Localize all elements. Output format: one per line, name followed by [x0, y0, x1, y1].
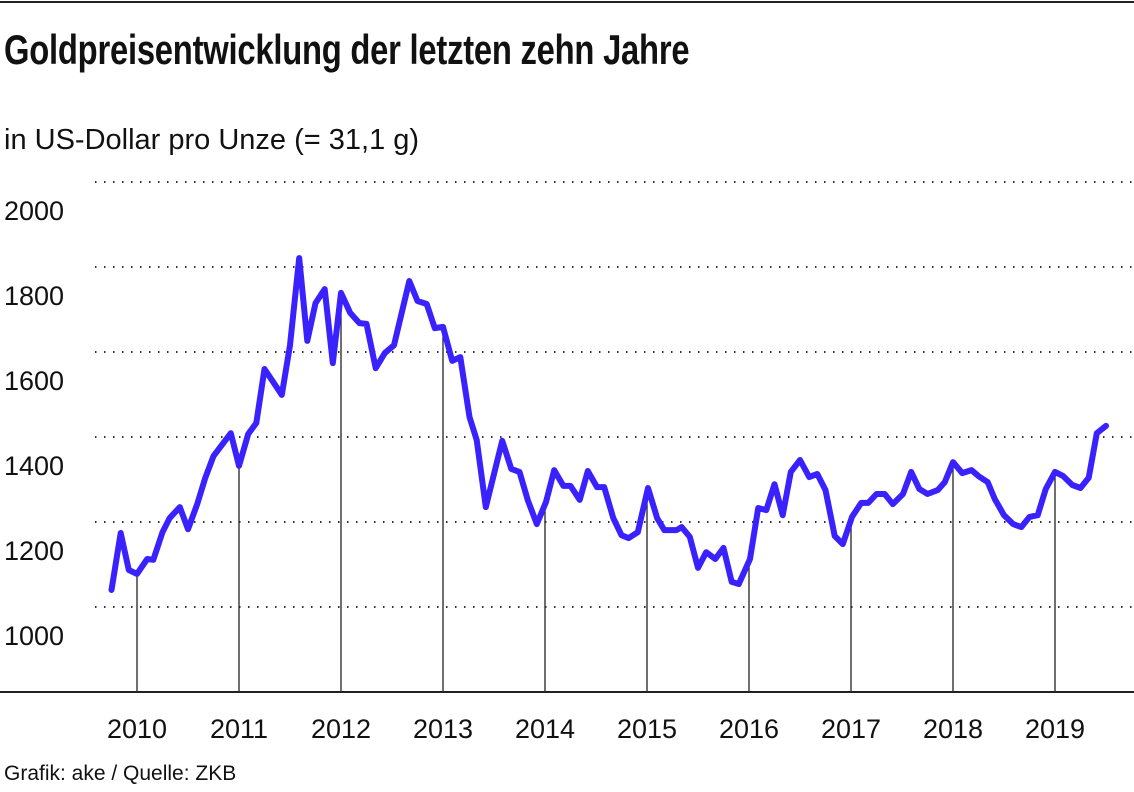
x-tick-label: 2012	[311, 714, 371, 744]
chart-title: Goldpreisentwicklung der letzten zehn Ja…	[4, 26, 690, 73]
x-tick-label: 2011	[210, 714, 268, 744]
x-tick-label: 2018	[923, 714, 983, 744]
x-tick-label: 2015	[617, 714, 677, 744]
y-tick-label: 1400	[4, 451, 64, 481]
chart-subtitle: in US-Dollar pro Unze (= 31,1 g)	[4, 124, 420, 156]
y-tick-label: 1600	[4, 366, 64, 396]
y-tick-label: 1200	[4, 536, 64, 566]
gold-price-line	[108, 255, 1109, 593]
y-tick-label: 2000	[4, 196, 64, 226]
x-tick-label: 2013	[413, 714, 473, 744]
top-rule	[0, 1, 1134, 3]
x-tick-label: 2016	[719, 714, 779, 744]
x-tick-label: 2010	[107, 714, 167, 744]
source-credit: Grafik: ake / Quelle: ZKB	[4, 762, 237, 785]
y-tick-label: 1000	[4, 621, 64, 651]
y-tick-label: 1800	[4, 281, 64, 311]
x-tick-label: 2014	[515, 714, 575, 744]
x-tick-label: 2019	[1025, 714, 1085, 744]
x-tick-label: 2017	[821, 714, 881, 744]
